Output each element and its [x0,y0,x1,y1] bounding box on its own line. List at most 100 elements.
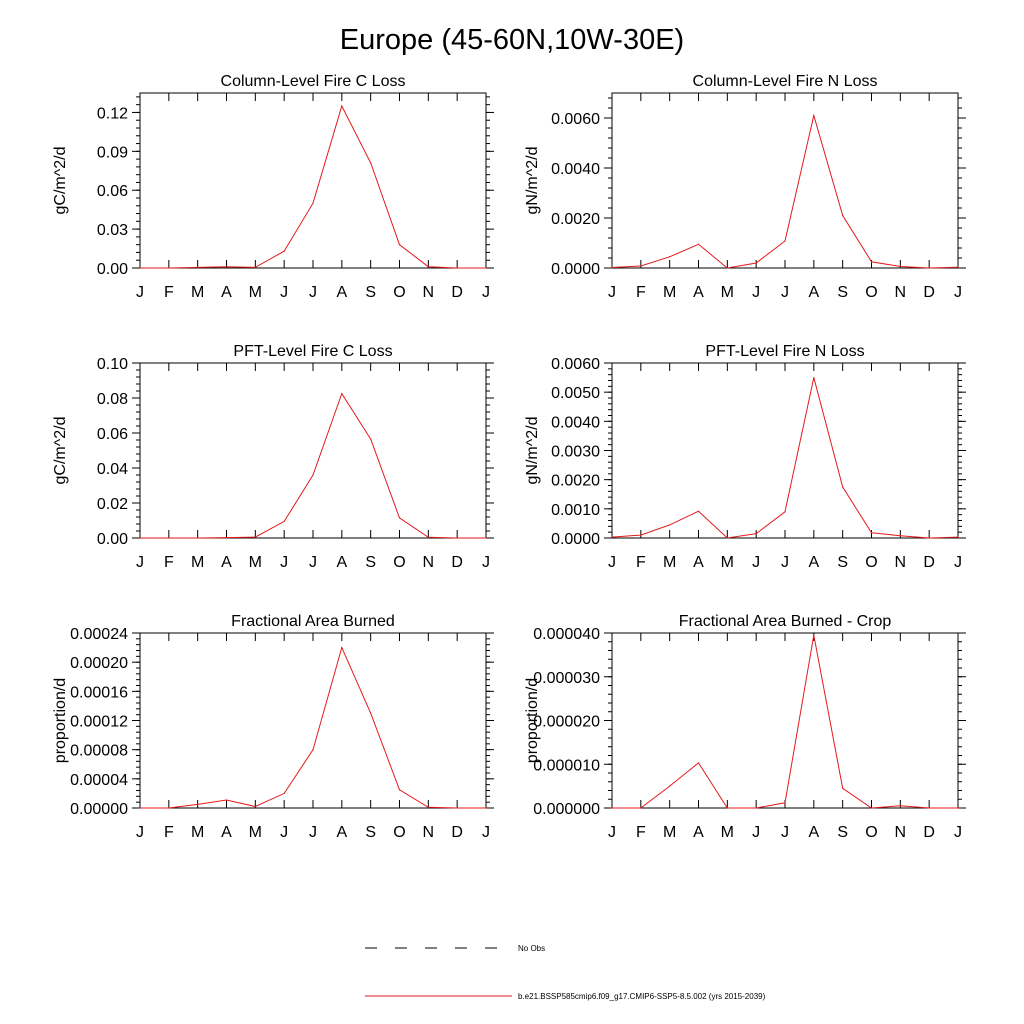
x-tick-label: J [280,824,288,841]
series-line [611,113,959,269]
data-point [427,806,429,808]
data-point [398,789,401,791]
plot-frame [139,632,487,809]
x-tick-label: A [808,824,819,841]
y-tick-label: 0.0000 [551,261,600,278]
data-point [168,537,170,539]
x-tick-label: J [482,554,490,571]
panel-title: Column-Level Fire C Loss [221,73,406,90]
data-point [755,807,757,809]
x-tick-label: F [636,824,646,841]
x-tick-label: A [336,554,347,571]
series-line [140,104,486,269]
panel-title: Fractional Area Burned - Crop [679,613,892,630]
data-point [842,787,844,789]
x-tick-label: M [249,824,262,841]
plot-frame [139,362,487,539]
x-tick-label: J [136,824,144,841]
panel-title: PFT-Level Fire N Loss [705,343,864,360]
x-tick-label: M [249,284,262,301]
data-point [254,536,256,538]
data-point [341,393,343,395]
x-tick-label: J [309,824,317,841]
data-point [225,799,228,801]
x-tick-label: J [954,554,962,571]
data-point [697,243,700,245]
data-point [813,114,815,117]
x-tick-label: D [451,824,463,841]
data-point [928,807,930,809]
x-tick-label: J [608,554,616,571]
data-point [928,537,930,539]
x-tick-label: J [136,284,144,301]
x-tick-label: M [191,284,204,301]
page-title: Europe (45-60N,10W-30E) [340,24,684,56]
data-point [398,517,401,519]
panel-title: PFT-Level Fire C Loss [233,343,392,360]
data-point [312,474,314,476]
plot-frame [611,92,959,269]
data-point [254,805,256,808]
x-tick-label: F [636,554,646,571]
x-tick-label: M [663,824,676,841]
x-tick-label: F [164,824,174,841]
data-point [669,256,671,258]
x-tick-label: J [608,284,616,301]
data-point [254,266,256,268]
series-line [612,635,958,809]
y-tick-label: 0.0060 [551,111,600,128]
y-tick-label: 0.00008 [70,743,128,760]
x-tick-label: J [280,554,288,571]
y-axis-label: gC/m^2/d [52,417,69,485]
x-tick-label: J [482,824,490,841]
x-tick-label: J [309,554,317,571]
data-point [139,267,141,269]
y-tick-label: 0.0040 [551,414,600,431]
x-tick-label: J [280,284,288,301]
data-point [640,807,642,809]
x-tick-label: F [164,554,174,571]
data-point [456,807,458,809]
x-tick-label: N [895,824,907,841]
x-tick-label: A [336,284,347,301]
x-tick-label: J [136,554,144,571]
x-tick-label: M [191,554,204,571]
data-point [611,266,613,269]
y-tick-label: 0.000020 [533,714,600,731]
x-tick-label: F [164,284,174,301]
plot-frame [139,92,487,269]
data-point [957,536,959,538]
data-point [197,266,199,268]
data-point [755,533,757,535]
data-point [842,214,844,217]
legend: No Obs b.e21.BSSP585cmip6.f09_g17.CMIP6-… [365,944,766,1001]
data-point [957,266,959,268]
x-tick-label: S [365,554,376,571]
data-point [456,537,458,539]
data-point [427,266,429,268]
data-point [669,524,671,526]
panel-title: Fractional Area Burned [231,613,395,630]
y-tick-label: 0.0020 [551,473,600,490]
y-tick-label: 0.0020 [551,211,600,228]
x-tick-label: S [365,284,376,301]
x-tick-label: O [865,824,877,841]
data-point [341,646,343,649]
y-axis-label: gN/m^2/d [524,147,541,215]
data-point [784,802,786,804]
data-point [726,267,728,269]
x-tick-label: D [451,554,463,571]
x-tick-label: M [721,284,734,301]
y-tick-label: 0.00012 [70,714,128,731]
data-point [485,807,487,809]
x-tick-label: J [608,824,616,841]
y-axis-label: gN/m^2/d [524,417,541,485]
x-tick-label: F [636,284,646,301]
y-tick-label: 0.000010 [533,757,600,774]
data-point [870,261,873,263]
x-tick-label: M [721,554,734,571]
y-tick-label: 0.06 [97,426,128,443]
